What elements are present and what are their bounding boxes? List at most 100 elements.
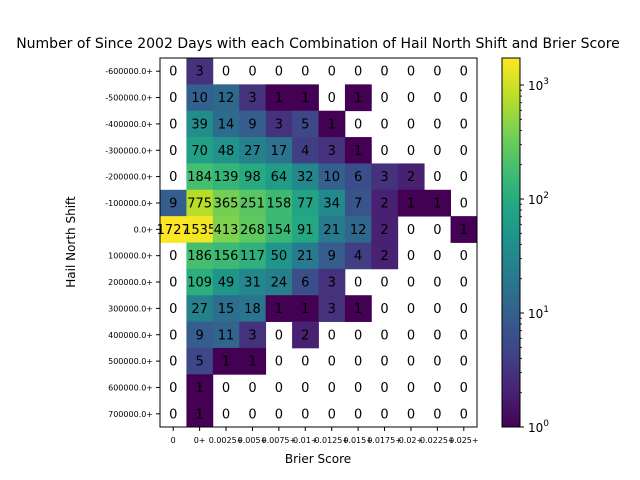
- cell-value-label: 0: [433, 65, 441, 80]
- heatmap-cell: [186, 163, 214, 191]
- heatmap-cells: 0 3 0 0 0 0 0 0 0 0 0 00 10 12 3 1 1 0 1 0 0 0 00 39 14 9 3 5 1 0 0 0 0 0…: [157, 58, 478, 428]
- colorbar: 100 101 102 103: [501, 57, 549, 435]
- cell-value-label: 15: [218, 302, 235, 317]
- cell-value-label: 1: [275, 302, 283, 317]
- cell-value-label: 27: [244, 144, 261, 159]
- cell-value-label: 3: [248, 328, 256, 343]
- chart-title: Number of Since 2002 Days with each Comb…: [16, 36, 620, 52]
- heatmap-cell: [212, 268, 240, 296]
- cell-value-label: 268: [240, 223, 265, 238]
- colorbar-tick-label: 101: [528, 305, 549, 321]
- heatmap-cell: [265, 84, 293, 112]
- cell-value-label: 0: [275, 355, 283, 370]
- heatmap-cell: [239, 347, 267, 375]
- y-tick-label: 100000.0+: [108, 252, 153, 261]
- heatmap-cell: [318, 110, 346, 138]
- cell-value-label: 1: [407, 196, 415, 211]
- cell-value-label: 0: [328, 355, 336, 370]
- heatmap-cell: [239, 163, 267, 191]
- cell-value-label: 5: [195, 355, 203, 370]
- cell-value-label: 3: [328, 276, 336, 291]
- cell-value-label: 0: [433, 223, 441, 238]
- cell-value-label: 0: [169, 170, 177, 185]
- cell-value-label: 50: [271, 249, 288, 264]
- cell-value-label: 3: [328, 144, 336, 159]
- cell-value-label: 0: [460, 65, 468, 80]
- heatmap-cell: [186, 347, 214, 375]
- cell-value-label: 0: [380, 328, 388, 343]
- heatmap-cell: [186, 268, 214, 296]
- cell-value-label: 0: [433, 407, 441, 422]
- heatmap-cell: [292, 189, 319, 217]
- cell-value-label: 0: [354, 407, 362, 422]
- y-tick-label: 500000.0+: [108, 357, 153, 366]
- heatmap-cell: [212, 163, 240, 191]
- cell-value-label: 0: [169, 91, 177, 106]
- cell-value-label: 3: [380, 170, 388, 185]
- cell-value-label: 0: [275, 381, 283, 396]
- cell-value-label: 0: [380, 276, 388, 291]
- cell-value-label: 0: [169, 117, 177, 132]
- colorbar-gradient: [501, 57, 521, 428]
- cell-value-label: 0: [460, 328, 468, 343]
- cell-value-label: 0: [248, 407, 256, 422]
- cell-value-label: 0: [354, 117, 362, 132]
- cell-value-label: 0: [354, 65, 362, 80]
- cell-value-label: 1: [354, 302, 362, 317]
- heatmap-cell: [292, 163, 319, 191]
- cell-value-label: 0: [433, 355, 441, 370]
- cell-value-label: 0: [222, 65, 230, 80]
- cell-value-label: 1: [248, 355, 256, 370]
- cell-value-label: 0: [433, 328, 441, 343]
- heatmap-cell: [212, 189, 240, 217]
- heatmap-cell: [397, 189, 425, 217]
- cell-value-label: 4: [301, 144, 309, 159]
- cell-value-label: 775: [187, 196, 212, 211]
- colorbar-tick-label: 103: [528, 77, 549, 93]
- heatmap-cell: [318, 242, 346, 270]
- heatmap-cell: [292, 295, 319, 322]
- x-tick-label: 0.015+: [343, 436, 373, 445]
- cell-value-label: 0: [301, 381, 309, 396]
- cell-value-label: 0: [407, 381, 415, 396]
- heatmap-cell: [212, 321, 240, 349]
- cell-value-label: 98: [244, 170, 261, 185]
- cell-value-label: 2: [380, 249, 388, 264]
- cell-value-label: 0: [275, 65, 283, 80]
- cell-value-label: 0: [407, 65, 415, 80]
- cell-value-label: 4: [354, 249, 362, 264]
- heatmap-cell: [212, 347, 240, 375]
- cell-value-label: 0: [460, 196, 468, 211]
- cell-value-label: 5: [301, 117, 309, 132]
- heatmap-cell: [239, 110, 267, 138]
- y-tick-label: -600000.0+: [105, 67, 153, 76]
- heatmap-cell: [186, 137, 214, 164]
- heatmap-cell: [265, 189, 293, 217]
- cell-value-label: 34: [323, 196, 340, 211]
- cell-value-label: 6: [354, 170, 362, 185]
- heatmap-cell: [265, 216, 293, 243]
- heatmap-cell: [239, 295, 267, 322]
- cell-value-label: 31: [244, 276, 261, 291]
- y-tick-label: 300000.0+: [108, 304, 153, 313]
- y-tick-label: -300000.0+: [105, 146, 153, 155]
- cell-value-label: 0: [169, 276, 177, 291]
- heatmap-cell: [186, 84, 214, 112]
- heatmap-cell: [318, 189, 346, 217]
- heatmap-cell: [212, 84, 240, 112]
- x-tick-label: 0+: [194, 436, 206, 445]
- cell-value-label: 0: [169, 381, 177, 396]
- heatmap-cell: [212, 242, 240, 270]
- cell-value-label: 1: [354, 144, 362, 159]
- cell-value-label: 0: [433, 170, 441, 185]
- y-tick-label: 700000.0+: [108, 410, 153, 419]
- heatmap-cell: [160, 216, 187, 243]
- cell-value-label: 186: [187, 249, 212, 264]
- cell-value-label: 0: [407, 407, 415, 422]
- cell-value-label: 1: [301, 302, 309, 317]
- heatmap-cell: [292, 110, 319, 138]
- cell-value-label: 0: [169, 407, 177, 422]
- cell-value-label: 9: [328, 249, 336, 264]
- heatmap-cell: [265, 268, 293, 296]
